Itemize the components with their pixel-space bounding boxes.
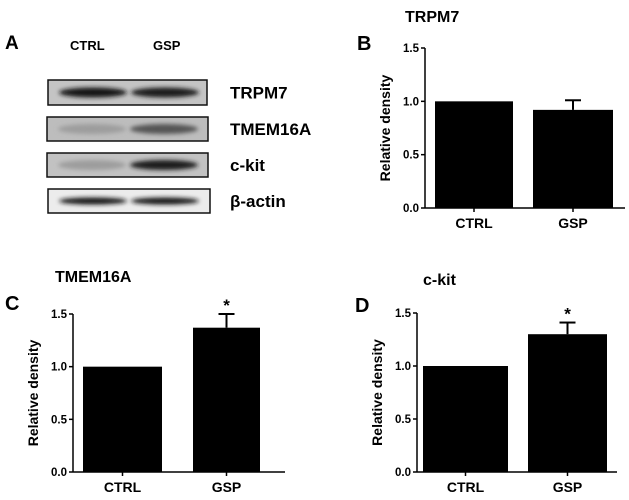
lane-label-ctrl: CTRL [70, 38, 105, 53]
blot-band [131, 197, 199, 205]
blot-strip-3: c-kit [46, 152, 265, 178]
blot-label: β-actin [230, 192, 286, 211]
bar-gsp [193, 327, 260, 472]
panel-label: C [5, 293, 19, 315]
blot-band [130, 160, 198, 170]
bar-ctrl [423, 366, 508, 472]
y-tick-label: 0.0 [395, 467, 411, 479]
y-axis-label: Relative density [377, 74, 393, 181]
blot-label: TRPM7 [230, 84, 288, 103]
panel-label-a: A [5, 33, 19, 54]
blot-label: TMEM16A [230, 120, 311, 139]
lane-label-gsp: GSP [153, 38, 181, 53]
blot-strip-2: TMEM16A [46, 116, 311, 142]
x-tick-label: GSP [212, 479, 242, 495]
blot-band [58, 160, 126, 170]
blot-band [130, 124, 198, 134]
bar-chart-d: Dc-kit 0.0 0.5 1.0 1.5 Relative density CTRL GS… [355, 272, 617, 495]
significance-marker: * [564, 305, 571, 324]
bar-ctrl [83, 366, 162, 472]
panel-a-western-blot: A CTRL GSP TRPM7 TMEM16A c-kit β-actin [5, 33, 311, 214]
y-tick-label: 0.0 [51, 467, 67, 479]
x-tick-label: GSP [558, 215, 588, 231]
y-tick-label: 1.0 [51, 362, 67, 374]
x-tick-label: CTRL [104, 479, 142, 495]
y-tick-label: 0.5 [51, 414, 68, 426]
y-axis-label: Relative density [25, 339, 41, 446]
y-axis-label: Relative density [369, 339, 385, 446]
x-tick-label: GSP [553, 479, 583, 495]
bar-gsp [528, 334, 607, 472]
y-tick-label: 0.0 [403, 203, 419, 215]
chart-title: c-kit [423, 272, 457, 289]
blot-strip-1: TRPM7 [47, 79, 288, 106]
blot-label: c-kit [230, 156, 265, 175]
y-tick-label: 0.5 [403, 150, 420, 162]
x-tick-label: CTRL [447, 479, 485, 495]
y-tick-label: 0.5 [395, 414, 412, 426]
bar-gsp [533, 109, 613, 208]
blot-strip-4: β-actin [47, 188, 286, 214]
bar-chart-c: C TMEM16A 0.0 0.5 1.0 1.5 Relative density CTRL… [5, 269, 285, 495]
blot-band [131, 87, 199, 98]
panel-label: B [357, 33, 371, 55]
bar-ctrl [435, 101, 513, 208]
y-tick-label: 1.5 [403, 43, 420, 55]
y-tick-label: 1.0 [403, 96, 419, 108]
blot-band [58, 124, 126, 134]
panel-label: D [355, 295, 369, 317]
chart-title: TMEM16A [55, 269, 132, 286]
y-tick-label: 1.5 [395, 308, 412, 320]
x-tick-label: CTRL [455, 215, 493, 231]
chart-title: TRPM7 [405, 9, 459, 26]
bar-chart-b: B TRPM7 0.0 0.5 1.0 1.5 Relative density CTRL GS… [357, 9, 625, 231]
significance-marker: * [223, 296, 230, 315]
y-tick-label: 1.0 [395, 361, 411, 373]
blot-band [59, 197, 127, 205]
blot-band [59, 87, 127, 98]
y-tick-label: 1.5 [51, 309, 68, 321]
